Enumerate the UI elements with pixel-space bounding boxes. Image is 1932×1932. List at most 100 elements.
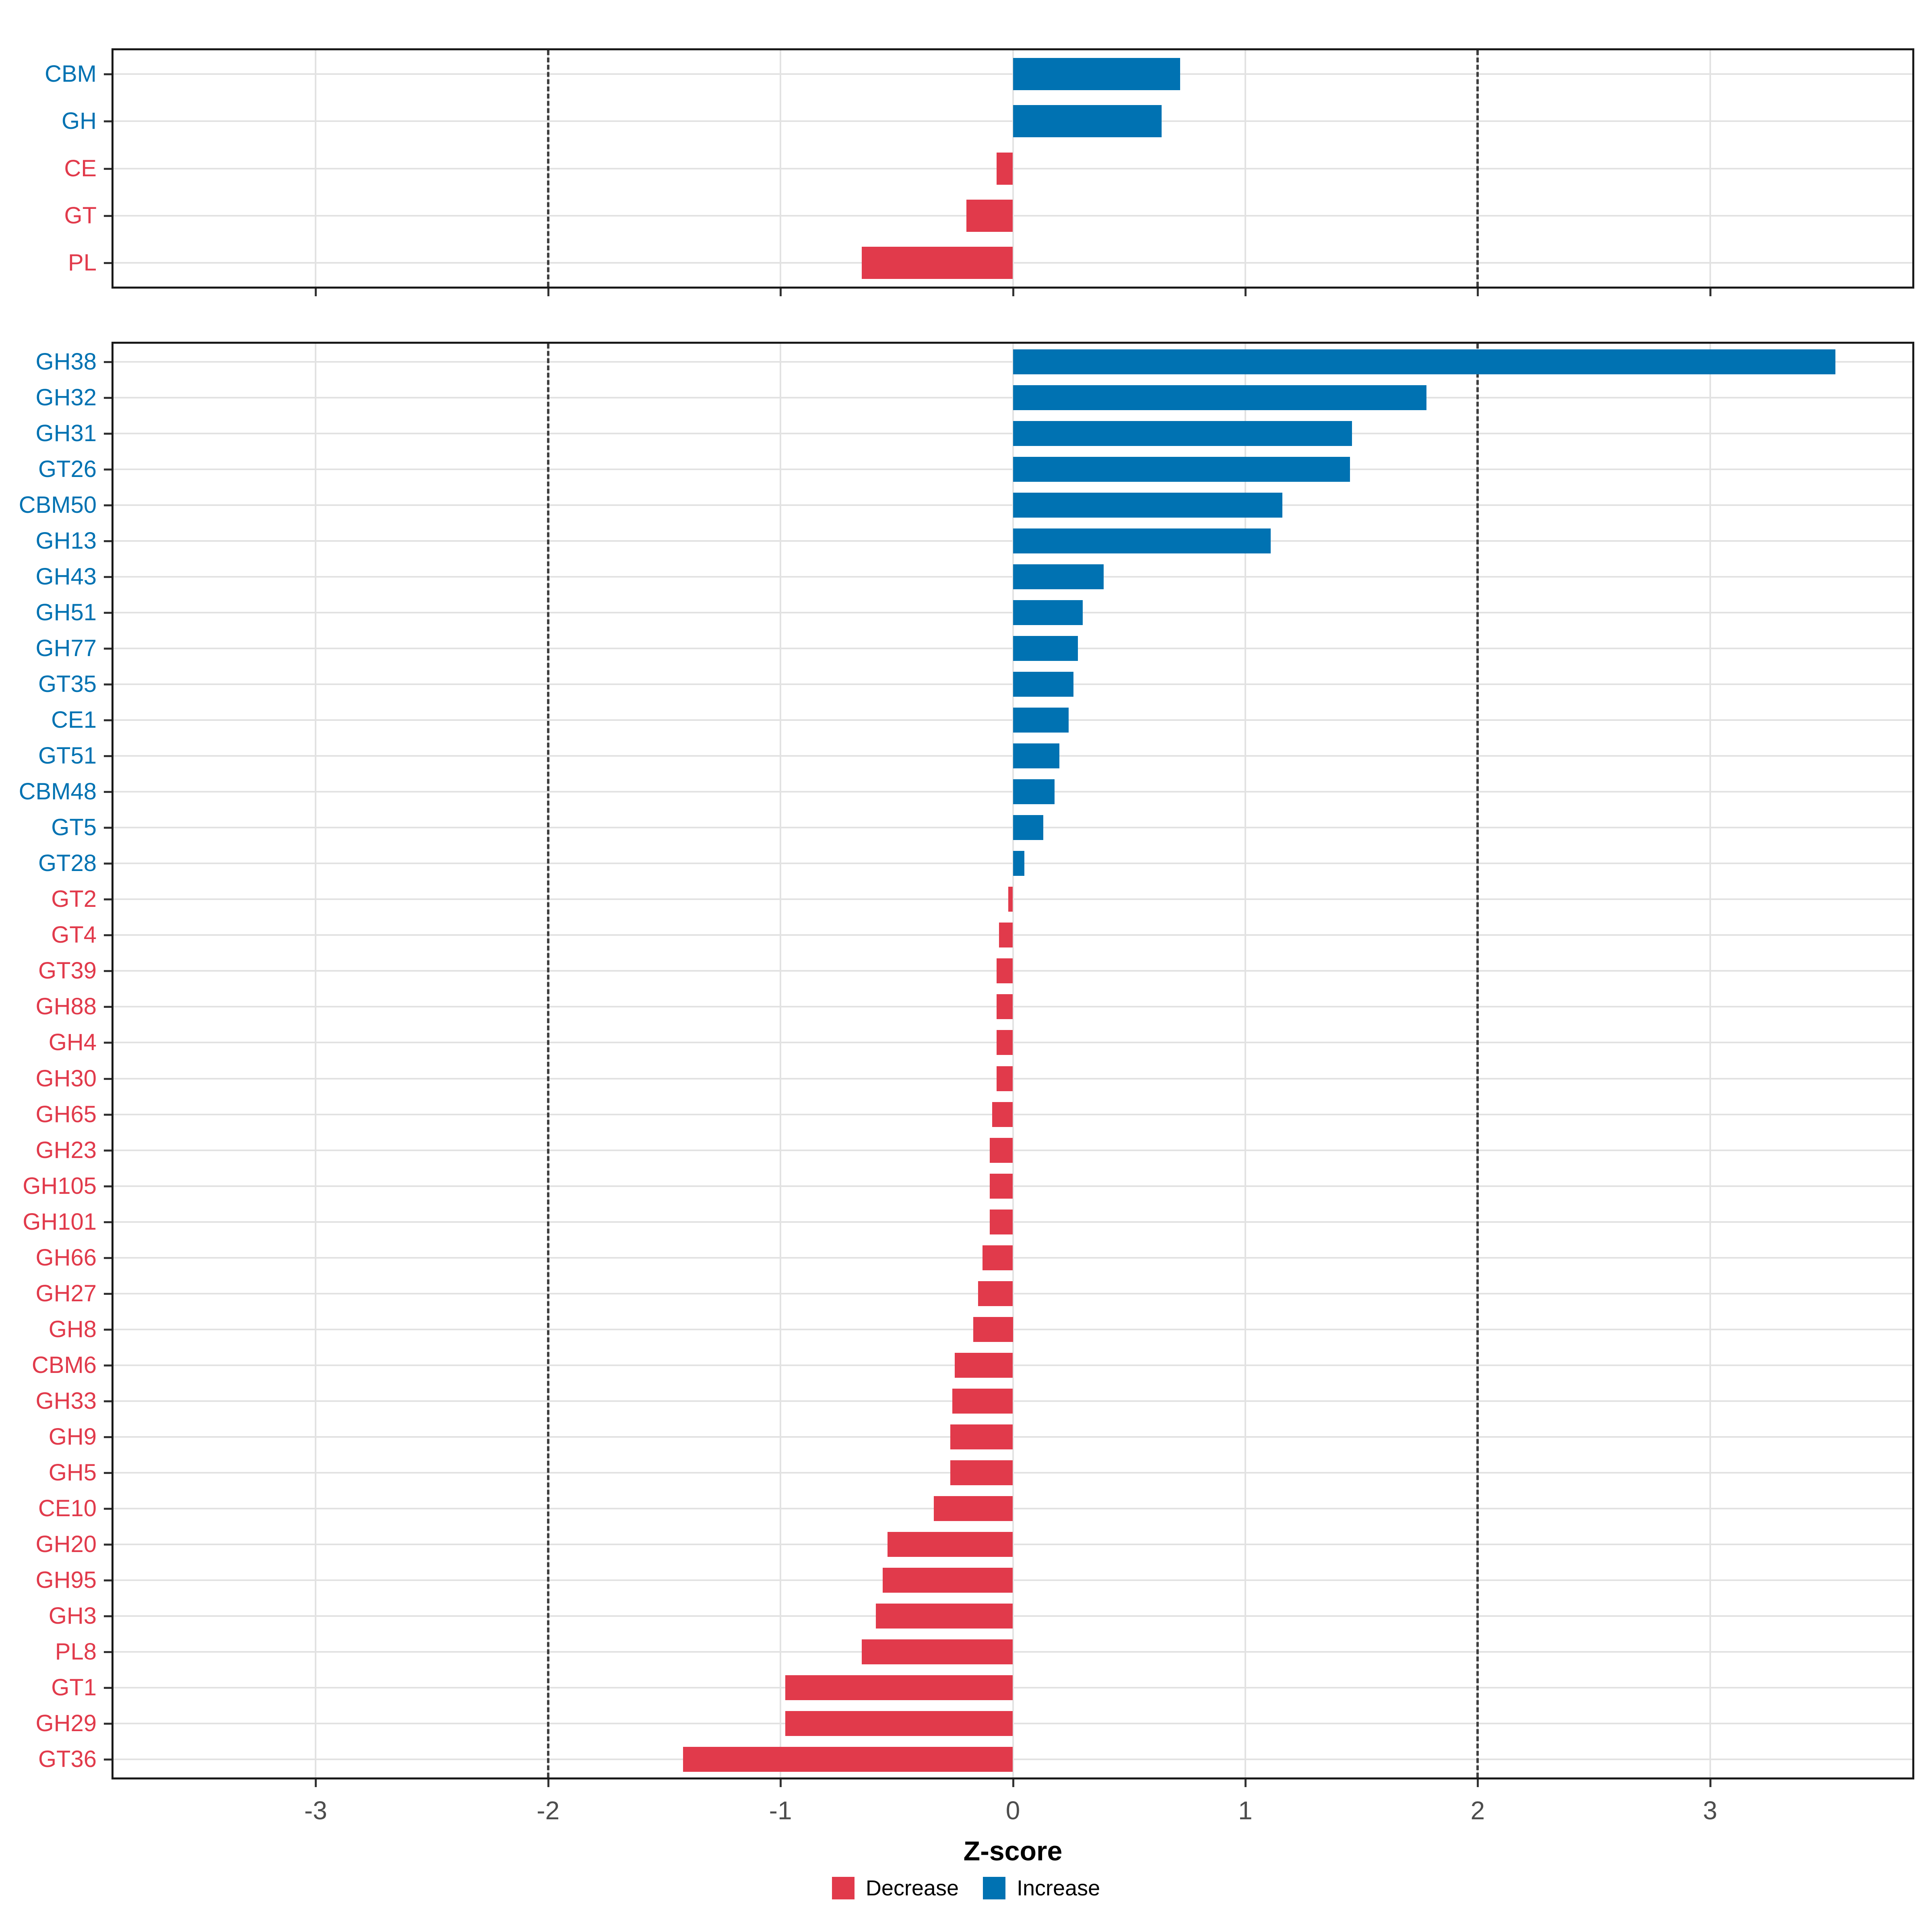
- bar-GT35: [1013, 671, 1073, 697]
- y-axis-tick-CE10: [104, 1508, 111, 1510]
- bar-CE: [997, 152, 1013, 185]
- bar-GH101: [989, 1209, 1013, 1234]
- bar-GH51: [1013, 600, 1083, 625]
- y-axis-tick-CE1: [104, 719, 111, 722]
- bar-GT4: [999, 923, 1013, 948]
- gridline-y-GH8: [114, 1328, 1912, 1330]
- bar-GH3: [875, 1604, 1013, 1629]
- y-axis-label-GT5: GT5: [51, 814, 97, 841]
- y-axis-label-GH51: GH51: [35, 599, 97, 625]
- bar-GH31: [1013, 421, 1352, 446]
- y-axis-tick-GT: [104, 215, 111, 217]
- gridline-y-GH29: [114, 1723, 1912, 1725]
- bar-GH20: [887, 1532, 1013, 1557]
- x-axis-title: Z-score: [963, 1836, 1063, 1866]
- y-axis-tick-GT26: [104, 468, 111, 471]
- gridline-y-GT39: [114, 970, 1912, 972]
- bar-GH4: [997, 1030, 1013, 1055]
- y-axis-tick-CBM48: [104, 791, 111, 793]
- y-axis-tick-GT39: [104, 970, 111, 972]
- bar-GH13: [1013, 528, 1271, 553]
- gridline-y-GH9: [114, 1436, 1912, 1438]
- x-axis-tick--1-p0: [780, 289, 782, 296]
- y-axis-tick-CBM50: [104, 504, 111, 506]
- bar-GT5: [1013, 815, 1043, 840]
- gridline-y-GH95: [114, 1579, 1912, 1581]
- y-axis-tick-GT51: [104, 755, 111, 758]
- y-axis-label-GT28: GT28: [38, 850, 97, 877]
- y-axis-tick-GH32: [104, 396, 111, 399]
- dashed-line-z-2: [547, 344, 549, 1777]
- y-axis-label-GH5: GH5: [48, 1459, 97, 1486]
- x-axis-tick-label--1: -1: [769, 1796, 792, 1825]
- bar-GH95: [883, 1568, 1013, 1593]
- y-axis-tick-GH30: [104, 1077, 111, 1080]
- y-axis-tick-GT1: [104, 1687, 111, 1689]
- x-axis-tick-0-p1: [1012, 1779, 1014, 1787]
- y-axis-label-GH43: GH43: [35, 563, 97, 590]
- y-axis-label-PL8: PL8: [55, 1639, 97, 1665]
- gridline-y-GH5: [114, 1472, 1912, 1474]
- y-axis-label-CE1: CE1: [51, 707, 97, 733]
- bar-GT26: [1013, 456, 1350, 482]
- y-axis-tick-PL8: [104, 1651, 111, 1653]
- y-axis-label-GH27: GH27: [35, 1280, 97, 1307]
- y-axis-tick-GH4: [104, 1042, 111, 1044]
- y-axis-label-GT2: GT2: [51, 886, 97, 912]
- x-axis-tick--1-p1: [780, 1779, 782, 1787]
- y-axis-label-GH4: GH4: [48, 1029, 97, 1056]
- gridline-y-CE: [114, 167, 1912, 169]
- y-axis-tick-PL: [104, 262, 111, 264]
- y-axis-tick-GH31: [104, 432, 111, 435]
- bar-GH43: [1013, 564, 1104, 589]
- y-axis-tick-GT35: [104, 683, 111, 685]
- gridline-x-1: [1244, 344, 1246, 1777]
- gridline-y-GH88: [114, 1006, 1912, 1008]
- bar-CE10: [934, 1496, 1013, 1521]
- y-axis-label-GH32: GH32: [35, 384, 97, 411]
- y-axis-label-GT39: GT39: [38, 958, 97, 984]
- y-axis-label-GH101: GH101: [23, 1208, 97, 1235]
- bar-GH9: [950, 1424, 1013, 1450]
- y-axis-label-GH8: GH8: [48, 1316, 97, 1342]
- legend-item-decrease: Decrease: [832, 1876, 959, 1901]
- dashed-line-z2: [1476, 50, 1479, 287]
- y-axis-tick-GH43: [104, 576, 111, 578]
- bar-CBM: [1013, 58, 1181, 90]
- y-axis-tick-GH5: [104, 1472, 111, 1474]
- y-axis-tick-GH101: [104, 1221, 111, 1223]
- x-axis-tick-label-2: 2: [1470, 1796, 1485, 1825]
- bar-PL: [862, 247, 1013, 279]
- gridline-y-GT36: [114, 1759, 1912, 1761]
- panel-classes: [111, 48, 1914, 289]
- y-axis-tick-GH8: [104, 1328, 111, 1331]
- x-axis-tick-label-1: 1: [1238, 1796, 1253, 1825]
- y-axis-label-GH30: GH30: [35, 1065, 97, 1092]
- bar-GH23: [989, 1137, 1013, 1163]
- y-axis-label-GH13: GH13: [35, 527, 97, 554]
- gridline-x-0: [1012, 344, 1014, 1777]
- y-axis-tick-GH77: [104, 647, 111, 650]
- y-axis-label-GT4: GT4: [51, 922, 97, 948]
- bar-GH29: [785, 1711, 1013, 1736]
- legend-label-increase: Increase: [1016, 1876, 1100, 1900]
- y-axis-tick-GT36: [104, 1759, 111, 1761]
- bar-GH33: [952, 1388, 1013, 1414]
- y-axis-label-GH95: GH95: [35, 1567, 97, 1593]
- x-axis-tick-label-3: 3: [1703, 1796, 1717, 1825]
- y-axis-label-PL: PL: [68, 250, 97, 276]
- x-axis-tick-2-p0: [1477, 289, 1479, 296]
- gridline-y-GT2: [114, 898, 1912, 900]
- y-axis-label-GT35: GT35: [38, 671, 97, 697]
- y-axis-tick-GH9: [104, 1436, 111, 1439]
- x-axis-tick--2-p0: [547, 289, 549, 296]
- gridline-y-GH105: [114, 1185, 1912, 1187]
- y-axis-tick-GH105: [104, 1185, 111, 1187]
- y-axis-tick-GH13: [104, 540, 111, 542]
- bar-PL8: [862, 1639, 1013, 1665]
- legend-item-increase: Increase: [983, 1876, 1100, 1901]
- gridline-y-CE10: [114, 1508, 1912, 1510]
- legend-swatch-increase-icon: [983, 1877, 1005, 1899]
- x-axis-tick-label-0: 0: [1005, 1796, 1020, 1825]
- y-axis-tick-GH88: [104, 1006, 111, 1008]
